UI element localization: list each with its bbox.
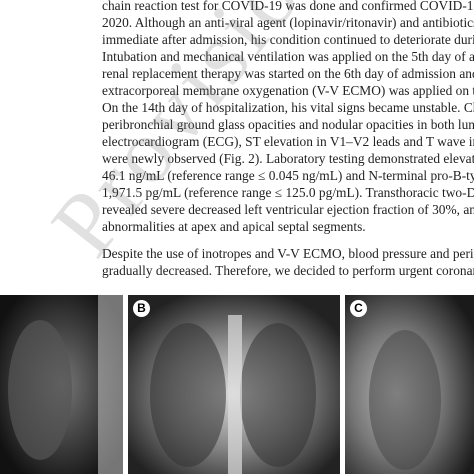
text-line: gradually decreased. Therefore, we decid… — [102, 263, 474, 278]
text-line: electrocardiogram (ECG), ST elevation in… — [102, 134, 474, 149]
text-line: Despite the use of inotropes and V-V ECM… — [102, 246, 474, 261]
text-line: peribronchial ground glass opacities and… — [102, 117, 474, 132]
text-line: 2020. Although an anti-viral agent (lopi… — [102, 15, 474, 30]
text-line: extracorporeal membrane oxygenation (V-V… — [102, 83, 474, 98]
xray-image — [345, 295, 474, 474]
text-line: chain reaction test for COVID-19 was don… — [102, 0, 474, 13]
xray-panel: C — [345, 295, 474, 474]
text-line: renal replacement therapy was started on… — [102, 66, 474, 81]
xray-panel: B — [128, 295, 340, 474]
xray-panel — [0, 295, 123, 474]
text-line: abnormalities at apex and apical septal … — [102, 219, 366, 234]
text-line: immediate after admission, his condition… — [102, 32, 474, 47]
text-line: revealed severe decreased left ventricul… — [102, 202, 474, 217]
text-line: 46.1 ng/mL (reference range ≤ 0.045 ng/m… — [102, 168, 474, 183]
text-line: 1,971.5 pg/mL (reference range ≤ 125.0 p… — [102, 185, 474, 200]
panel-label: B — [133, 300, 150, 317]
text-line: were newly observed (Fig. 2). Laboratory… — [102, 151, 474, 166]
panel-label: C — [350, 300, 367, 317]
text-line: On the 14th day of hospitalization, his … — [102, 100, 474, 115]
text-line: Intubation and mechanical ventilation wa… — [102, 49, 474, 64]
body-text: chain reaction test for COVID-19 was don… — [102, 0, 474, 290]
xray-image — [128, 295, 340, 474]
xray-image — [0, 295, 123, 474]
